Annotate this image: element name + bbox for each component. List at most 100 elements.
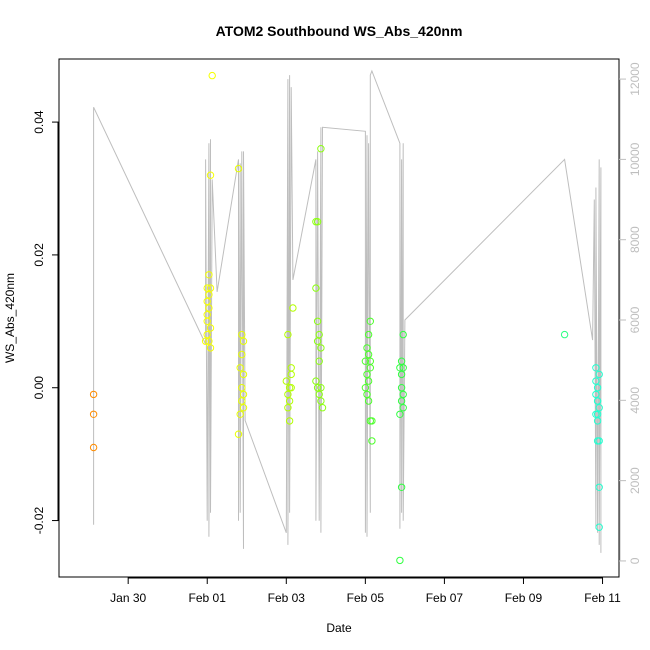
data-point xyxy=(239,370,248,379)
data-point xyxy=(234,164,243,173)
data-point xyxy=(206,324,215,332)
data-point xyxy=(313,337,322,345)
data-point xyxy=(397,397,406,405)
data-point xyxy=(238,350,246,359)
point-group-8 xyxy=(592,364,603,531)
y-tick-label: 0.00 xyxy=(32,376,46,400)
x-axis-label: Date xyxy=(326,621,352,635)
data-point xyxy=(315,357,323,365)
data-point xyxy=(397,370,406,379)
data-point xyxy=(282,377,290,385)
data-point xyxy=(313,384,322,392)
data-point xyxy=(203,330,211,339)
point-group-6 xyxy=(396,330,407,565)
point-group-2 xyxy=(234,164,248,438)
data-point xyxy=(396,364,404,372)
data-point xyxy=(312,284,320,292)
data-point xyxy=(364,350,373,359)
right-tick-label: 4000 xyxy=(628,387,642,414)
data-point xyxy=(315,330,323,339)
data-point xyxy=(205,337,213,345)
data-point xyxy=(397,384,406,392)
data-point xyxy=(285,417,294,425)
data-point xyxy=(366,357,374,365)
data-point xyxy=(318,404,327,412)
data-point xyxy=(595,370,603,379)
data-point xyxy=(201,337,210,345)
data-point xyxy=(236,364,244,372)
x-tick-label: Feb 09 xyxy=(505,591,543,605)
data-point xyxy=(397,357,406,365)
x-tick-label: Feb 03 xyxy=(268,591,306,605)
data-point xyxy=(315,390,323,399)
data-point xyxy=(312,377,320,385)
point-group-1 xyxy=(201,71,216,352)
data-point xyxy=(592,410,600,418)
x-axis: Jan 30 Feb 01 Feb 03 Feb 05 Feb 07 Feb 09 Feb … xyxy=(110,577,621,605)
data-point xyxy=(592,364,600,372)
data-point xyxy=(313,218,322,226)
data-point xyxy=(397,483,406,491)
plot-frame xyxy=(58,58,620,578)
data-point xyxy=(206,284,215,292)
data-point xyxy=(205,291,213,299)
data-point xyxy=(399,390,407,399)
y-tick-label: -0.02 xyxy=(32,507,46,535)
data-point xyxy=(396,556,404,565)
series-line xyxy=(93,69,602,553)
data-point xyxy=(287,370,295,379)
data-point xyxy=(317,397,325,405)
right-y-axis: 0 2000 4000 6000 8000 10000 12000 xyxy=(619,62,642,564)
data-point xyxy=(317,384,325,392)
point-group-4 xyxy=(312,145,327,412)
data-point xyxy=(236,410,244,418)
point-group-3 xyxy=(282,304,297,425)
y-tick-label: 0.04 xyxy=(32,110,46,134)
data-point xyxy=(364,377,373,385)
data-point xyxy=(289,304,297,312)
chart-title: ATOM2 Southbound WS_Abs_420nm xyxy=(216,23,463,39)
scatter-points xyxy=(89,71,603,565)
data-point xyxy=(366,317,374,325)
data-point xyxy=(203,297,211,306)
data-point xyxy=(595,404,603,412)
point-group-5 xyxy=(361,317,376,445)
data-point xyxy=(238,384,246,392)
data-point xyxy=(363,344,371,352)
data-point xyxy=(593,417,602,425)
data-point xyxy=(560,330,569,339)
point-group-7 xyxy=(560,330,569,339)
data-point xyxy=(284,390,292,399)
x-tick-label: Jan 30 xyxy=(110,591,146,605)
right-tick-label: 0 xyxy=(628,557,642,564)
data-point xyxy=(287,384,295,392)
data-point xyxy=(592,377,600,385)
data-point xyxy=(239,404,248,412)
data-point xyxy=(396,410,404,418)
x-tick-label: Feb 11 xyxy=(584,591,621,605)
data-point xyxy=(313,317,322,325)
right-tick-label: 12000 xyxy=(628,62,642,96)
data-point xyxy=(203,284,211,292)
y-axis: -0.02 0.00 0.02 0.04 xyxy=(32,110,59,534)
data-point xyxy=(234,430,243,438)
data-point xyxy=(595,523,603,531)
data-point xyxy=(203,311,211,319)
data-point xyxy=(361,384,370,392)
data-point xyxy=(205,304,213,312)
data-point xyxy=(361,357,370,365)
data-point xyxy=(89,390,98,399)
data-point xyxy=(238,397,246,405)
data-point xyxy=(206,171,215,179)
data-point xyxy=(364,397,373,405)
right-tick-label: 6000 xyxy=(628,306,642,333)
data-point xyxy=(285,397,294,405)
data-point xyxy=(399,364,407,372)
data-point xyxy=(208,71,216,80)
data-point xyxy=(239,390,248,399)
data-point xyxy=(399,404,407,412)
right-axis-series-line xyxy=(93,69,602,553)
data-point xyxy=(205,271,213,279)
data-point xyxy=(593,397,602,405)
